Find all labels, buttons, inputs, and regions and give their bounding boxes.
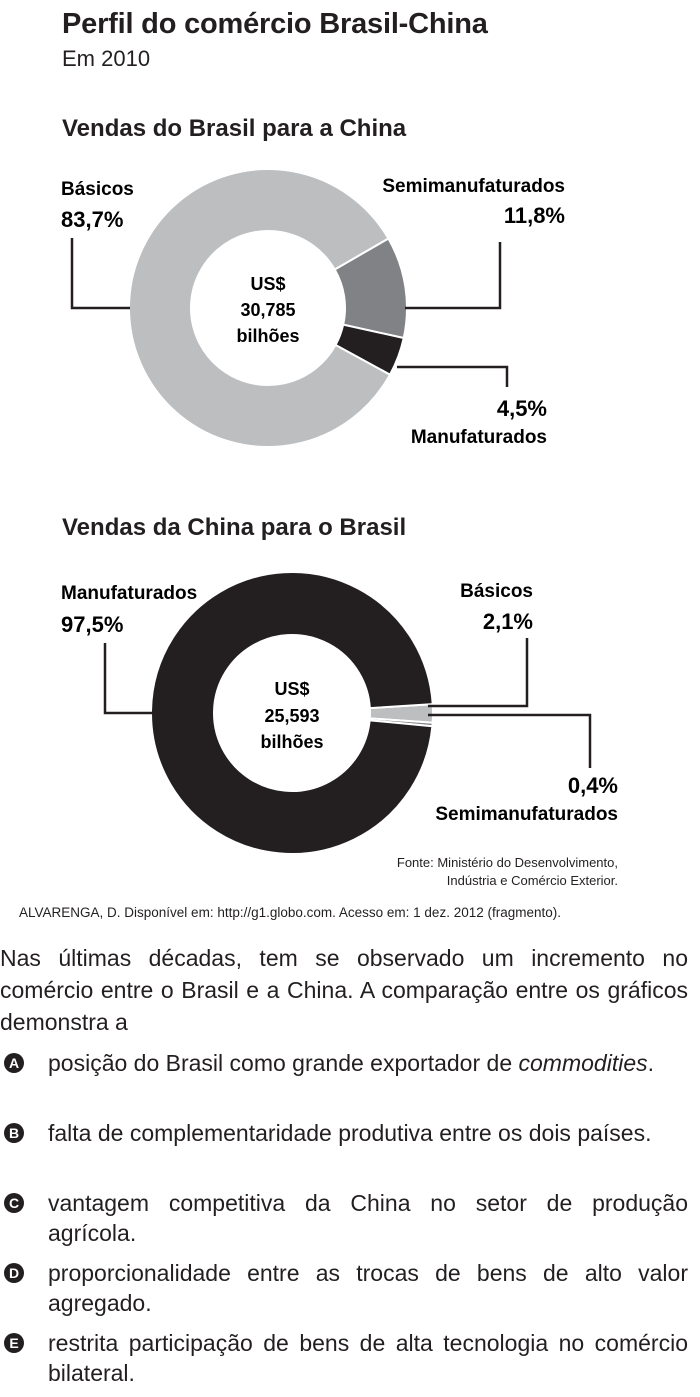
center-label-line: US$: [274, 679, 309, 699]
center-label-line: US$: [250, 274, 285, 294]
slice-label-name: Manufaturados: [411, 427, 547, 448]
donut-slice-manufaturados: [150, 571, 434, 855]
donut-slice-b-sicos: [128, 168, 392, 448]
main-title: Perfil do comércio Brasil-China: [62, 8, 488, 40]
chart-1-title: Vendas do Brasil para a China: [62, 115, 407, 142]
citation: ALVARENGA, D. Disponível em: http://g1.g…: [19, 905, 562, 920]
leader-line-semimanufaturados: [405, 242, 502, 310]
center-label-line: bilhões: [236, 326, 299, 346]
slice-label-name: Semimanufaturados: [382, 176, 565, 197]
slice-label-name: Básicos: [61, 179, 134, 200]
option-text: vantagem competitiva da China no setor d…: [48, 1190, 688, 1246]
chart-1-donut: Básicos 83,7% Semimanufaturados 11,8% 4,…: [61, 168, 565, 448]
option-letter-c-icon: C: [4, 1193, 24, 1213]
option-text: falta de complementaridade produtiva ent…: [48, 1120, 652, 1146]
source-line: Fonte: Ministério do Desenvolvimento,: [396, 855, 618, 870]
slice-label-pct: 4,5%: [497, 396, 547, 421]
slice-label-name: Semimanufaturados: [435, 804, 618, 825]
leader-line-semimanufaturados: [428, 713, 592, 768]
leader-line-basicos: [428, 638, 529, 708]
center-label-value: 30,785: [240, 300, 295, 320]
leader-line-manufaturados: [397, 365, 509, 387]
source-line: Indústria e Comércio Exterior.: [446, 873, 618, 888]
option-text: restrita participação de bens de alta te…: [48, 1330, 688, 1386]
option-letter-a-icon: A: [4, 1053, 24, 1073]
slice-label-pct: 2,1%: [483, 609, 533, 634]
slice-label-pct: 11,8%: [504, 203, 565, 228]
leader-line-basicos: [70, 238, 130, 310]
center-label-line: bilhões: [260, 732, 323, 752]
chart-source: Fonte: Ministério do Desenvolvimento, In…: [300, 854, 618, 890]
main-subtitle: Em 2010: [62, 46, 151, 71]
option-letter-b-icon: B: [4, 1123, 24, 1143]
slice-label-name: Básicos: [460, 581, 533, 602]
chart-2-donut: Manufaturados 97,5% Básicos 2,1% 0,4% Se…: [61, 571, 618, 855]
slice-label-pct: 0,4%: [568, 773, 618, 798]
slice-label-pct: 83,7%: [61, 207, 123, 232]
slice-label-name: Manufaturados: [61, 583, 197, 604]
option-text: proporcionalidade entre as trocas de ben…: [48, 1260, 688, 1316]
slice-label-pct: 97,5%: [61, 612, 123, 637]
center-label-value: 25,593: [264, 706, 319, 726]
leader-line-manufaturados: [103, 643, 155, 715]
option-letter-e-icon: E: [4, 1333, 24, 1353]
option-text: posição do Brasil como grande exportador…: [48, 1050, 655, 1076]
question-text: Nas últimas décadas, tem se observado um…: [0, 945, 688, 1035]
chart-2-title: Vendas da China para o Brasil: [62, 514, 407, 541]
option-letter-d-icon: D: [4, 1263, 24, 1283]
